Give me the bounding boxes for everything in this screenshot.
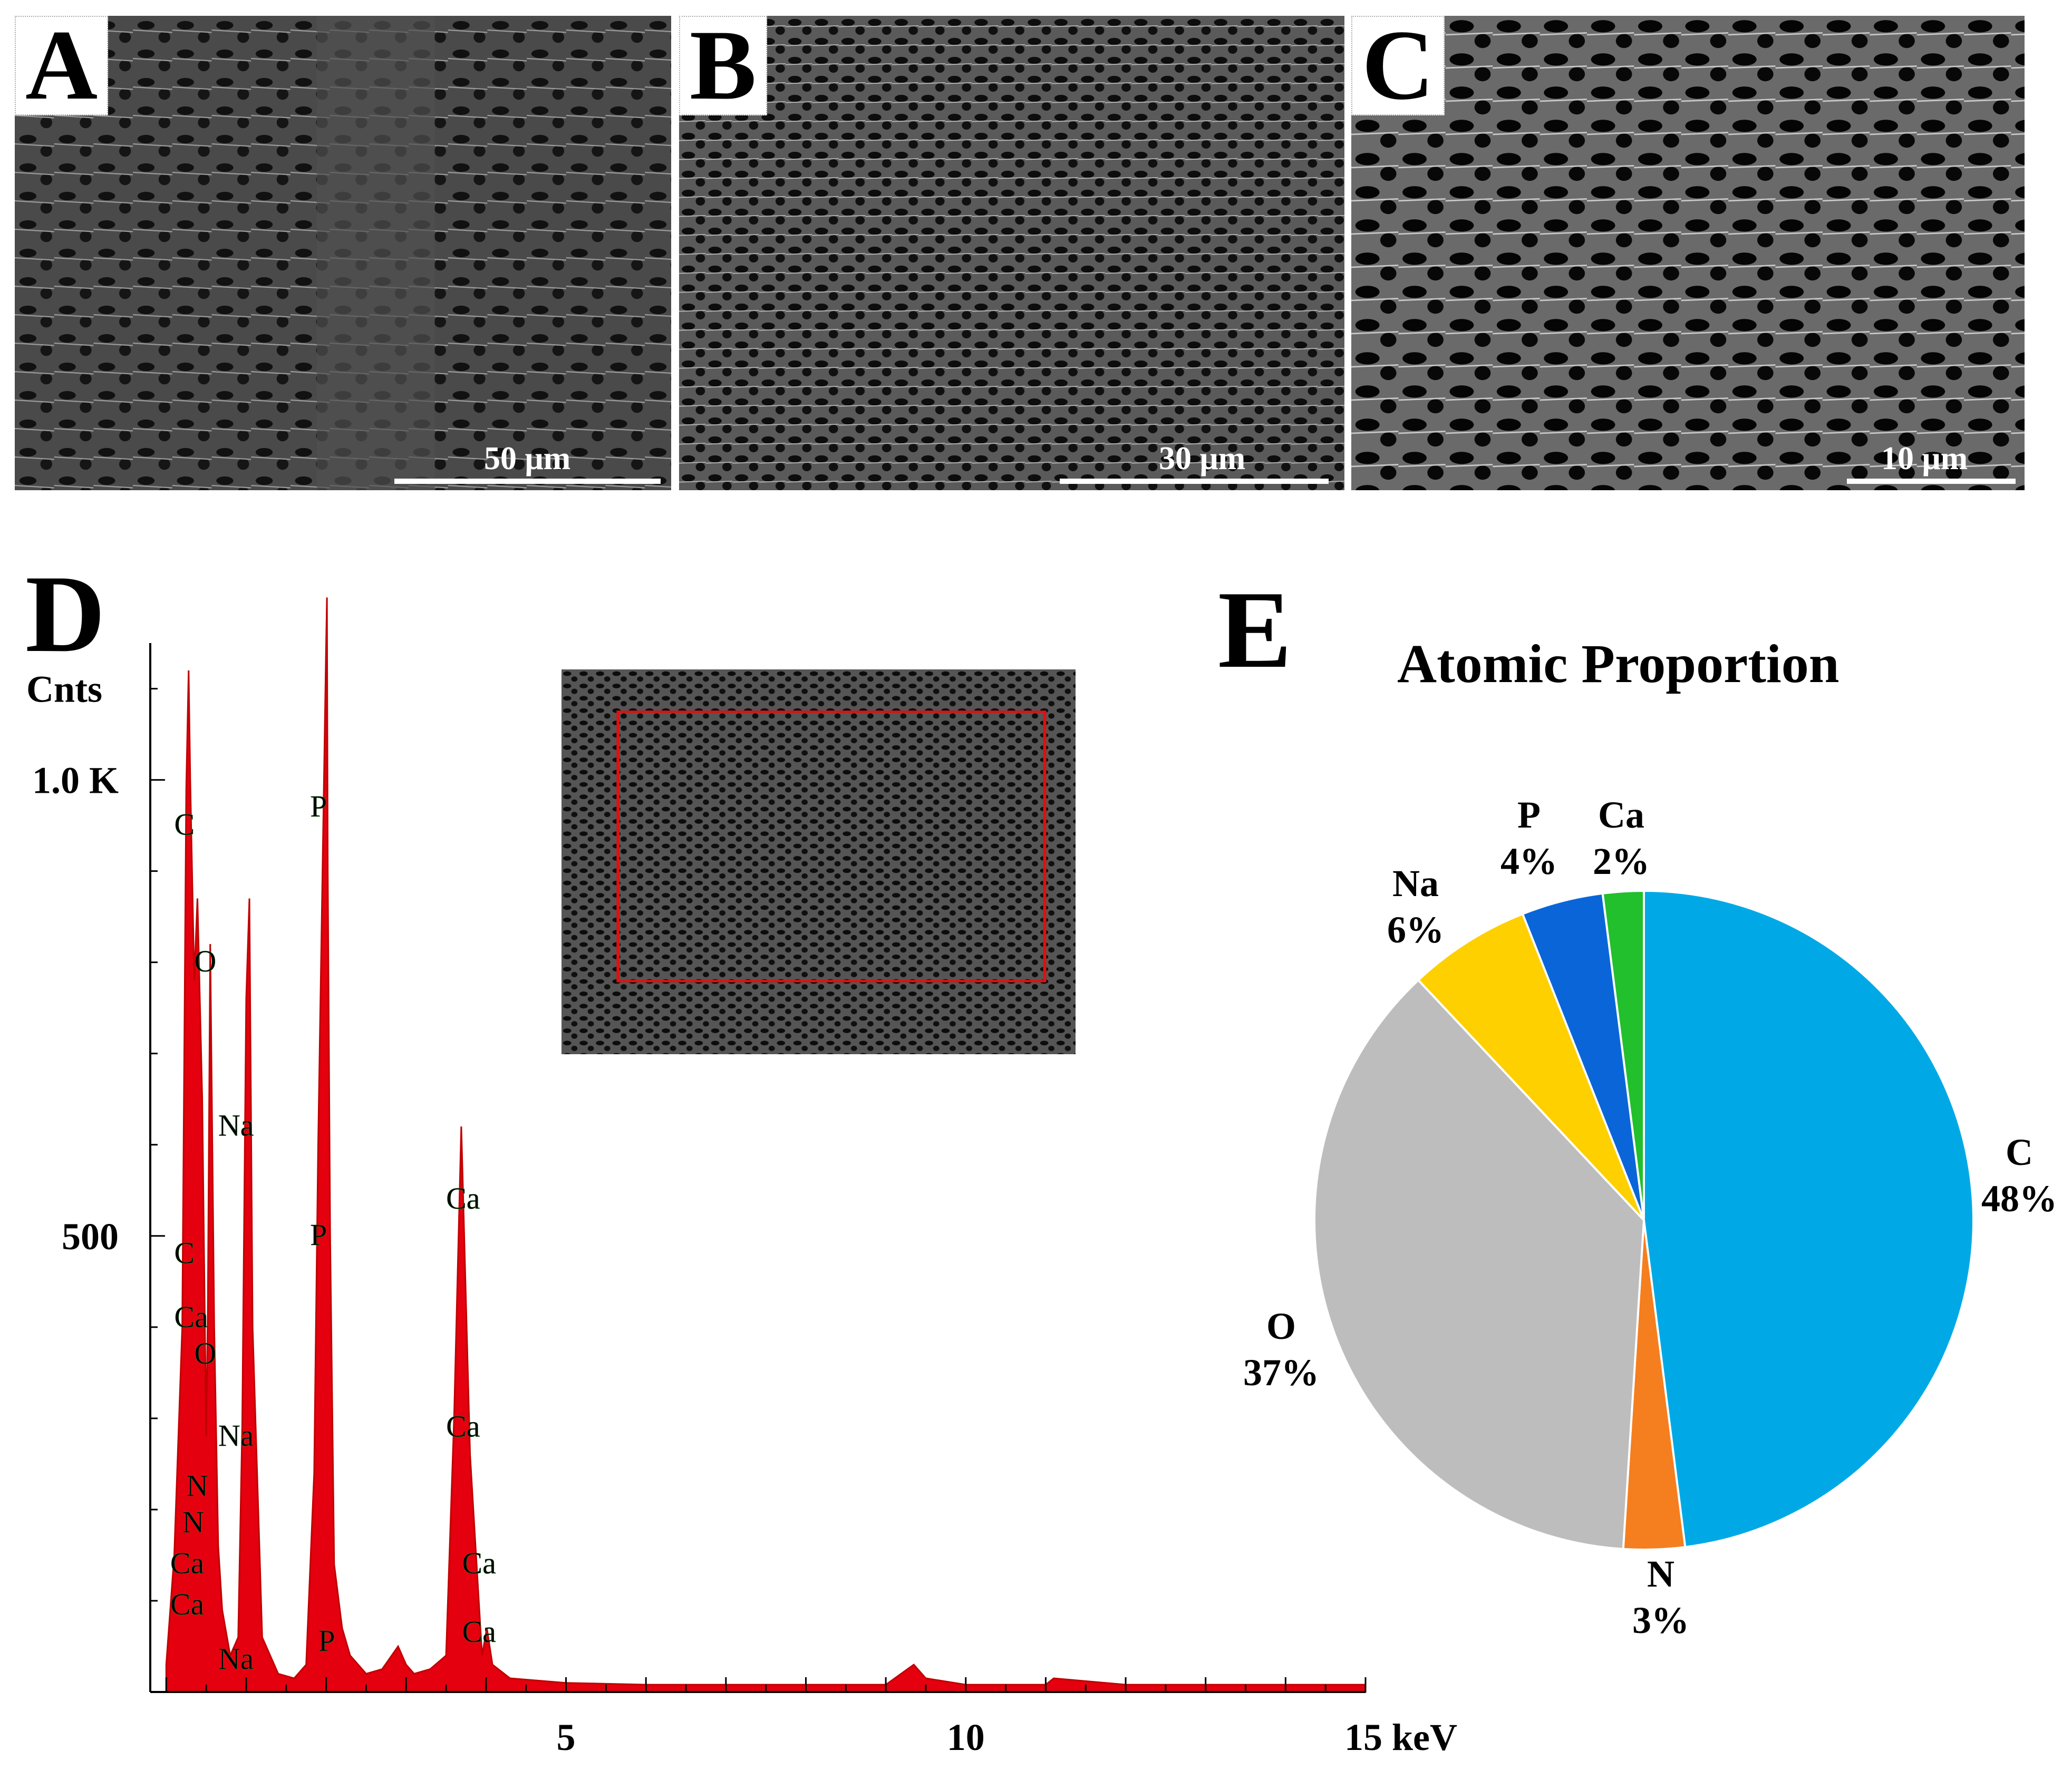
pie-slice-o (1313, 978, 1645, 1550)
panel-letter-e: E (1218, 569, 1292, 691)
sem-texture-b (679, 16, 1344, 490)
peak-label: C (174, 1236, 195, 1270)
sem-image-c: C 10 μm (1351, 16, 2025, 490)
sem-image-b: B 30 μm (679, 16, 1344, 490)
x-tick-label: 15 keV (1344, 1716, 1457, 1758)
scale-bar-a (394, 479, 661, 484)
scale-bar-b (1060, 479, 1329, 484)
pie-slice-na (1417, 912, 1645, 1221)
y-tick-label: 500 (62, 1215, 119, 1258)
scale-bar-c (1847, 479, 2016, 484)
peak-label: Na (218, 1418, 254, 1453)
panel-letter-c: C (1351, 16, 1445, 115)
inset-selection-box (616, 711, 1047, 983)
peak-label: O (194, 944, 216, 978)
peak-label: Na (218, 1108, 254, 1142)
pie-category-label: Na (1392, 862, 1439, 905)
pie-category-label: Ca (1598, 794, 1644, 836)
pie-percent-label: 3% (1632, 1599, 1689, 1641)
pie-percent-label: 48% (1981, 1178, 2057, 1220)
pie-slice-c (1643, 889, 1974, 1549)
peak-label: Ca (170, 1587, 204, 1621)
inset-texture (561, 669, 1076, 1054)
peak-label: Ca (170, 1546, 204, 1580)
scale-label-a: 50 μm (484, 441, 571, 476)
x-tick-label: 10 (947, 1716, 985, 1758)
pie-slice-ca (1601, 889, 1645, 1221)
sem-texture-a (15, 16, 671, 490)
pie-category-label: O (1266, 1305, 1296, 1347)
peak-label: P (318, 1623, 335, 1658)
scale-label-c: 10 μm (1881, 441, 1968, 476)
spectrum-series (165, 597, 1367, 1693)
scale-label-b: 30 μm (1159, 441, 1246, 476)
peak-label: Ca (462, 1615, 496, 1649)
peak-label: Ca (446, 1181, 480, 1215)
peak-label: N (182, 1505, 205, 1539)
pie-title: Atomic Proportion (1397, 634, 1839, 694)
peak-label: Ca (174, 1300, 208, 1334)
panel-letter-a: A (15, 16, 109, 115)
x-tick-label: 5 (557, 1716, 576, 1758)
peak-label: Na (218, 1642, 254, 1676)
pie-category-label: N (1647, 1553, 1674, 1595)
peak-label: C (174, 807, 195, 841)
panel-letter-d: D (25, 553, 105, 675)
peak-label: N (186, 1468, 208, 1503)
sem-texture-c (1351, 16, 2025, 490)
eds-inset-sem-image (561, 669, 1076, 1054)
peak-label: P (310, 789, 327, 823)
y-axis-label: Cnts (26, 668, 102, 711)
peak-label: Ca (462, 1546, 496, 1580)
peak-label: P (310, 1218, 327, 1252)
pie-percent-label: 37% (1243, 1351, 1319, 1394)
y-tick-label: 1.0 K (32, 760, 119, 802)
pie-category-label: P (1517, 794, 1541, 836)
peak-label: O (194, 1336, 216, 1370)
pie-category-label: C (2006, 1131, 2033, 1173)
panel-letter-b: B (679, 16, 767, 115)
pie-percent-label: 2% (1593, 840, 1650, 882)
peak-label: Ca (446, 1409, 480, 1443)
pie-percent-label: 6% (1387, 909, 1444, 951)
sem-image-a: A 50 μm (15, 16, 671, 490)
pie-percent-label: 4% (1500, 840, 1557, 882)
